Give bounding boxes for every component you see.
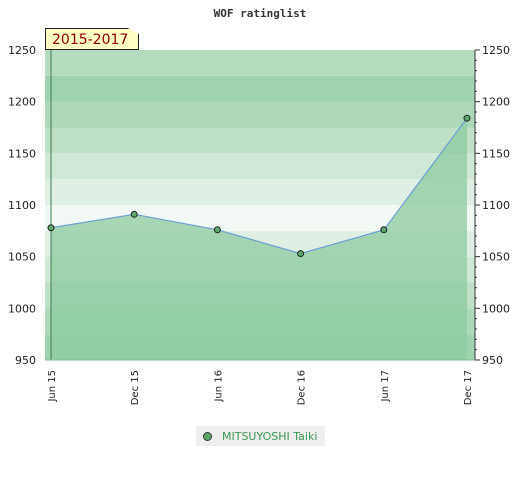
- legend-marker-icon: [203, 431, 212, 441]
- x-tick-label: Jun 17: [380, 370, 391, 403]
- y-tick-label-right: 950: [482, 354, 503, 367]
- y-tick-label: 950: [15, 354, 36, 367]
- data-point[interactable]: [130, 210, 138, 218]
- data-point[interactable]: [297, 250, 305, 258]
- area-layer: [50, 117, 468, 360]
- y-tick-label: 1100: [8, 199, 36, 212]
- data-point[interactable]: [463, 114, 471, 122]
- x-tick-label: Jun 15: [47, 370, 58, 403]
- y-axis-left: 950 1000 1050 1100 1150 1200 1250: [8, 44, 36, 367]
- grid-band: [45, 50, 475, 76]
- data-points: [47, 114, 471, 258]
- data-point[interactable]: [380, 226, 388, 234]
- x-tick-label: Dec 16: [297, 370, 308, 405]
- legend[interactable]: MITSUYOSHI Taiki: [196, 426, 325, 446]
- chart-title: WOF ratinglist: [214, 7, 307, 20]
- y-tick-label-right: 1000: [482, 302, 510, 315]
- y-tick-label-right: 1150: [482, 147, 510, 160]
- grid-band: [45, 179, 475, 205]
- y-tick-label-right: 1250: [482, 44, 510, 57]
- data-point[interactable]: [213, 226, 221, 234]
- area-fill: [51, 118, 467, 360]
- y-tick-label-right: 1100: [482, 199, 510, 212]
- x-tick-label: Dec 17: [463, 370, 474, 405]
- y-tick-label: 1000: [8, 302, 36, 315]
- y-tick-label: 1150: [8, 147, 36, 160]
- x-tick-label: Dec 15: [130, 370, 141, 405]
- y-tick-label: 1050: [8, 251, 36, 264]
- period-label: 2015-2017: [45, 28, 139, 50]
- y-tick-label: 1250: [8, 44, 36, 57]
- legend-label: MITSUYOSHI Taiki: [222, 429, 318, 443]
- grid-band: [45, 127, 475, 154]
- grid-band: [45, 153, 475, 180]
- y-tick-label-right: 1200: [482, 96, 510, 109]
- series-line: [50, 117, 468, 255]
- grid-band: [45, 75, 475, 102]
- y-tick-label: 1200: [8, 96, 36, 109]
- y-axis-right: 950 1000 1050 1100 1150 1200 1250: [475, 44, 510, 367]
- x-axis: Jun 15 Dec 15 Jun 16 Dec 16 Jun 17 Dec 17: [47, 370, 474, 405]
- grid-band: [45, 101, 475, 128]
- x-tick-label: Jun 16: [213, 370, 224, 403]
- data-point[interactable]: [47, 224, 55, 232]
- y-tick-label-right: 1050: [482, 251, 510, 264]
